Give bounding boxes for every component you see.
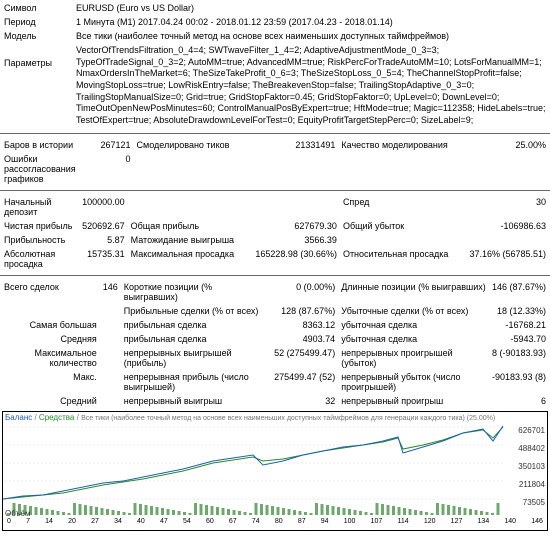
- x-axis: 0714202734404754606774808794100107114120…: [3, 518, 547, 525]
- expected-value: 3566.39: [247, 234, 339, 246]
- expected-label: Матожидание выигрыша: [129, 234, 245, 246]
- mismatch-value: 0: [84, 153, 133, 185]
- total-trades-value: 146: [101, 281, 120, 303]
- divider: [0, 133, 550, 134]
- netprofit-label: Чистая прибыль: [2, 220, 74, 232]
- model-value: Все тики (наиболее точный метод на основ…: [74, 30, 548, 42]
- legend-balance: Баланс: [5, 413, 32, 422]
- symbol-label: Символ: [2, 2, 72, 14]
- rel-dd-value: 37.16% (56785.51): [461, 248, 548, 270]
- stats-block-3: Всего сделок 146 Короткие позиции (% выи…: [0, 279, 550, 409]
- avg2-label: Средний: [2, 395, 99, 407]
- quality-label: Качество моделирования: [339, 139, 496, 151]
- bars-value: 267121: [84, 139, 133, 151]
- avg-label: Средняя: [2, 333, 99, 345]
- bars-label: Баров в истории: [2, 139, 82, 151]
- divider: [0, 275, 550, 276]
- gross-profit-value: 627679.30: [247, 220, 339, 232]
- model-label: Модель: [2, 30, 72, 42]
- avg-cons-wins-value: 32: [272, 395, 337, 407]
- params-value: VectorOfTrendsFiltration_0_4=4; SWTwaveF…: [74, 44, 548, 128]
- avg-profit-value: 4903.74: [272, 333, 337, 345]
- symbol-value: EURUSD (Euro vs US Dollar): [74, 2, 548, 14]
- legend-equity: Средства: [39, 413, 74, 422]
- volume-label: Объём: [5, 509, 31, 518]
- avg-loss-label: убыточная сделка: [339, 333, 488, 345]
- long-value: 146 (87.67%): [490, 281, 548, 303]
- cons-profit-label: непрерывная прибыль (число выигрышей): [122, 371, 270, 393]
- period-value: 1 Минута (M1) 2017.04.24 00:02 - 2018.01…: [74, 16, 548, 28]
- abs-dd-label: Абсолютная просадка: [2, 248, 74, 270]
- cons-lossamt-label: непрерывный убыток (число проигрышей): [339, 371, 488, 393]
- cons-wins-value: 52 (275499.47): [272, 347, 337, 369]
- short-value: 0 (0.00%): [272, 281, 337, 303]
- chart-svg: [3, 423, 543, 518]
- abs-dd-value: 15735.31: [76, 248, 126, 270]
- loss-trades-value: 18 (12.33%): [490, 305, 548, 317]
- profit-factor-label: Прибыльность: [2, 234, 74, 246]
- cons-loss-value: 8 (-90183.93): [490, 347, 548, 369]
- ticks-value: 21331491: [275, 139, 338, 151]
- cons-profit-value: 275499.47 (52): [272, 371, 337, 393]
- report-header: Символ EURUSD (Euro vs US Dollar) Период…: [0, 0, 550, 130]
- cons-wins-label: непрерывных выигрышей (прибыль): [122, 347, 270, 369]
- total-trades-label: Всего сделок: [2, 281, 99, 303]
- largest-loss-value: -16768.21: [490, 319, 548, 331]
- loss-trades-label: Убыточные сделки (% от всех): [339, 305, 488, 317]
- cons-loss-label: непрерывных проигрышей (убыток): [339, 347, 488, 369]
- ticks-label: Смоделировано тиков: [135, 139, 273, 151]
- mismatch-label: Ошибки рассогласования графиков: [2, 153, 82, 185]
- netprofit-value: 520692.67: [76, 220, 126, 232]
- divider: [0, 190, 550, 191]
- params-label: Параметры: [2, 44, 72, 128]
- gross-profit-label: Общая прибыль: [129, 220, 245, 232]
- stats-block-1: Баров в истории 267121 Смоделировано тик…: [0, 137, 550, 187]
- max-dd-value: 165228.98 (30.66%): [247, 248, 339, 270]
- chart-legend: Баланс / Средства / Все тики (наиболее т…: [3, 412, 547, 423]
- short-label: Короткие позиции (% выигравших): [122, 281, 270, 303]
- stats-block-2: Начальный депозит 100000.00 Спред 30 Чис…: [0, 194, 550, 272]
- maks-label: Макс.: [2, 371, 99, 393]
- cons-lossamt-value: -90183.93 (8): [490, 371, 548, 393]
- largest-loss-label: убыточная сделка: [339, 319, 488, 331]
- avg-cons-loss-label: непрерывный проигрыш: [339, 395, 488, 407]
- spread-label: Спред: [341, 196, 459, 218]
- largest-label: Самая большая: [2, 319, 99, 331]
- gross-loss-label: Общий убыток: [341, 220, 459, 232]
- max-dd-label: Максимальная просадка: [129, 248, 245, 270]
- profit-trades-label: Прибыльные сделки (% от всех): [122, 305, 270, 317]
- deposit-value: 100000.00: [76, 196, 126, 218]
- rel-dd-label: Относительная просадка: [341, 248, 459, 270]
- avg-cons-wins-label: непрерывный выигрыш: [122, 395, 270, 407]
- largest-profit-value: 8363.12: [272, 319, 337, 331]
- legend-tail: Все тики (наиболее точный метод на основ…: [81, 415, 495, 422]
- deposit-label: Начальный депозит: [2, 196, 74, 218]
- profit-factor-value: 5.87: [76, 234, 126, 246]
- gross-loss-value: -106986.63: [461, 220, 548, 232]
- avg-loss-value: -5943.70: [490, 333, 548, 345]
- max-cons-label: Максимальное количество: [2, 347, 99, 369]
- equity-chart: Баланс / Средства / Все тики (наиболее т…: [2, 411, 548, 531]
- largest-profit-label: прибыльная сделка: [122, 319, 270, 331]
- avg-cons-loss-value: 6: [490, 395, 548, 407]
- period-label: Период: [2, 16, 72, 28]
- quality-value: 25.00%: [499, 139, 548, 151]
- long-label: Длинные позиции (% выигравших): [339, 281, 488, 303]
- spread-value: 30: [461, 196, 548, 218]
- avg-profit-label: прибыльная сделка: [122, 333, 270, 345]
- profit-trades-value: 128 (87.67%): [272, 305, 337, 317]
